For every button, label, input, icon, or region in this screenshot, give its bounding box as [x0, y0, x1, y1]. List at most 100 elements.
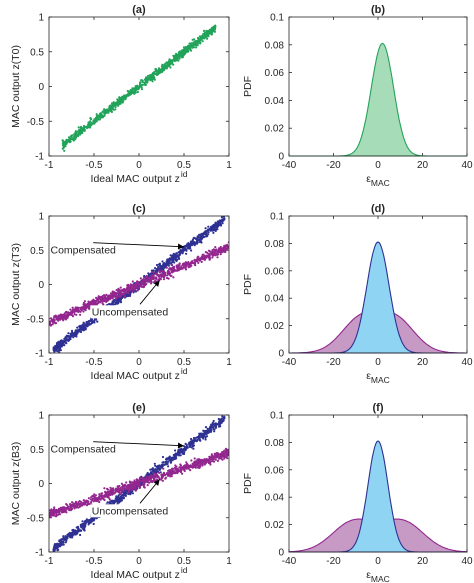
x-axis-label: Ideal MAC output zid [91, 366, 188, 382]
scatter-point [213, 452, 216, 455]
scatter-point [157, 465, 160, 469]
scatter-point [123, 288, 126, 291]
scatter-point [224, 248, 227, 252]
scatter-point [125, 291, 128, 294]
scatter-point [204, 426, 208, 429]
x-tick-label: 20 [417, 556, 429, 567]
scatter-point [72, 138, 75, 141]
scatter-point [208, 461, 211, 464]
scatter-point [177, 59, 180, 62]
annotation-arrowhead [177, 243, 184, 250]
x-axis-label: εMAC [366, 370, 390, 385]
scatter-point [138, 479, 141, 482]
scatter-point [83, 300, 86, 303]
scatter-point [216, 250, 219, 253]
scatter-point [159, 277, 162, 280]
scatter-point [212, 419, 215, 423]
scatter-point [90, 121, 93, 124]
scatter-point [122, 489, 125, 492]
y-tick-label: -0.5 [27, 513, 45, 524]
scatter-point [135, 488, 138, 491]
scatter-point [53, 350, 56, 353]
scatter-point [189, 47, 192, 50]
scatter-point [133, 286, 136, 289]
scatter-point [127, 288, 131, 291]
scatter-point [108, 502, 111, 505]
scatter-point [197, 437, 201, 440]
scatter-point [167, 465, 170, 468]
scatter-point [211, 30, 215, 33]
scatter-point [74, 331, 77, 334]
y-axis-label: PDF [242, 274, 254, 295]
panel-b: -40 -20 0 20 400.10.080.060.040.020(b)εMACPD… [242, 4, 473, 188]
scatter-point [219, 419, 222, 422]
scatter-point [219, 245, 222, 249]
scatter-point [191, 260, 194, 263]
scatter-point [203, 256, 206, 259]
scatter-point [80, 129, 84, 132]
scatter-point [143, 284, 146, 287]
scatter-point [184, 248, 187, 252]
scatter-point [131, 88, 134, 91]
scatter-point [138, 283, 141, 286]
scatter-point [167, 269, 170, 272]
scatter-point [187, 464, 190, 467]
scatter-point [116, 302, 119, 305]
x-tick-label: 1 [226, 556, 232, 567]
scatter-point [116, 299, 119, 302]
scatter-point [89, 319, 92, 322]
y-tick-label: -1 [35, 152, 44, 163]
scatter-point [176, 264, 180, 267]
scatter-point [129, 483, 132, 486]
scatter-point [63, 314, 66, 317]
scatter-point [183, 263, 186, 266]
scatter-point [190, 437, 193, 441]
y-tick-label: -1 [35, 548, 44, 559]
scatter-point [120, 489, 123, 492]
x-tick-label: 20 [417, 357, 429, 368]
annotation-arrowhead [177, 442, 184, 449]
scatter-point [79, 310, 82, 313]
scatter-point [192, 46, 196, 49]
scatter-point [144, 280, 147, 283]
scatter-point [98, 493, 101, 496]
scatter-point [181, 249, 184, 252]
scatter-point [214, 454, 217, 457]
scatter-point [53, 506, 56, 509]
x-tick-label: -40 [282, 160, 297, 171]
scatter-point [58, 351, 61, 353]
scatter-point [67, 335, 70, 338]
scatter-point [56, 347, 59, 350]
scatter-point [78, 329, 81, 332]
scatter-point [205, 435, 209, 438]
scatter-point [148, 475, 151, 478]
y-axis-label: PDF [242, 76, 254, 97]
y-tick-label: 0 [278, 548, 284, 559]
scatter-point [193, 38, 196, 41]
scatter-point [206, 427, 209, 430]
scatter-point [114, 303, 117, 306]
scatter-point [203, 232, 206, 235]
scatter-point [71, 331, 74, 334]
scatter-point [137, 483, 140, 487]
scatter-point [124, 494, 127, 497]
scatter-point [215, 225, 218, 228]
scatter-point [112, 293, 115, 297]
scatter-point [134, 483, 137, 487]
scatter-point [185, 243, 189, 246]
scatter-point [198, 38, 201, 41]
scatter-point [110, 303, 113, 306]
scatter-point [203, 435, 206, 438]
scatter-point [175, 259, 178, 263]
scatter-point [102, 494, 105, 497]
scatter-point [209, 257, 212, 260]
x-tick-label: -40 [282, 556, 297, 567]
scatter-points [61, 24, 217, 152]
scatter-point [92, 120, 95, 123]
scatter-point [62, 541, 65, 544]
scatter-point [194, 461, 197, 464]
scatter-point [161, 260, 164, 263]
scatter-point [98, 301, 101, 304]
scatter-point [134, 289, 137, 292]
scatter-point [133, 284, 136, 287]
